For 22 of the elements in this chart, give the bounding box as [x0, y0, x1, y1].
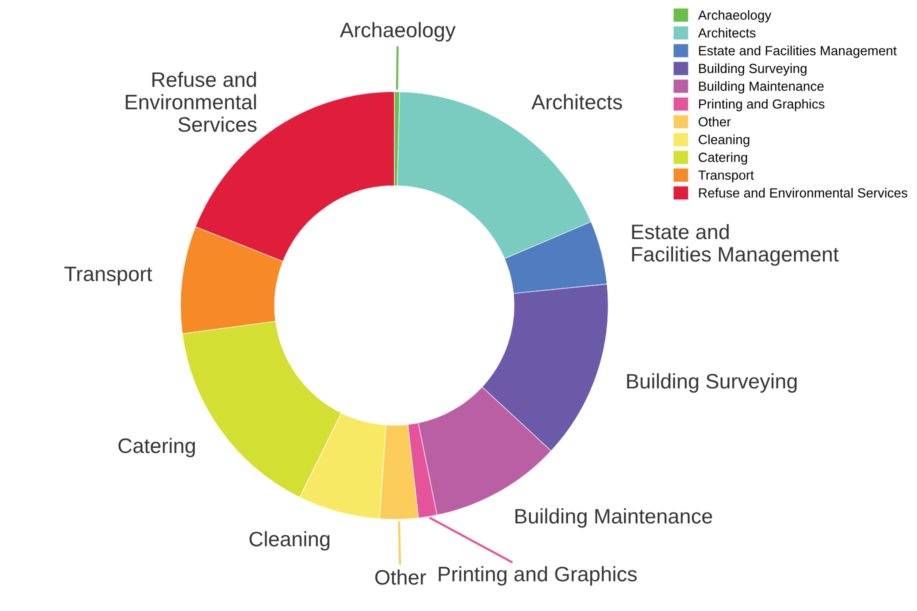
legend-label: Building Maintenance: [699, 81, 824, 94]
legend-label: Architects: [698, 28, 756, 38]
slice-label: Building Surveying: [627, 373, 797, 393]
legend-label: Catering: [698, 152, 748, 165]
slice-label: Transport: [64, 266, 152, 286]
legend-label: Other: [698, 116, 731, 126]
slice-label: Archaeology: [340, 22, 456, 42]
legend-label: Archaeology: [698, 10, 772, 22]
legend-label: Estate and Facilities Management: [699, 46, 897, 58]
slice-label: Refuse and Environmental Services: [126, 72, 257, 132]
legend-label: Cleaning: [698, 134, 750, 147]
slice-label: Catering: [118, 438, 195, 458]
slice-label: Cleaning: [250, 531, 330, 551]
slice-label: Building Maintenance: [515, 508, 712, 528]
slice-label: Other: [375, 569, 426, 585]
slice-label: Estate and Facilities Management: [632, 224, 839, 266]
legend-label: Transport: [698, 170, 754, 182]
slice-label: Printing and Graphics: [438, 566, 637, 586]
legend-label: Printing and Graphics: [699, 98, 824, 112]
slice-label: Architects: [531, 94, 622, 110]
legend-label: Refuse and Environmental Services: [699, 188, 908, 198]
legend-label: Building Surveying: [699, 63, 806, 76]
